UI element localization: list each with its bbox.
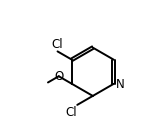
Text: Cl: Cl	[51, 38, 63, 51]
Text: N: N	[116, 78, 125, 91]
Text: O: O	[54, 70, 63, 83]
Text: Cl: Cl	[65, 106, 77, 119]
